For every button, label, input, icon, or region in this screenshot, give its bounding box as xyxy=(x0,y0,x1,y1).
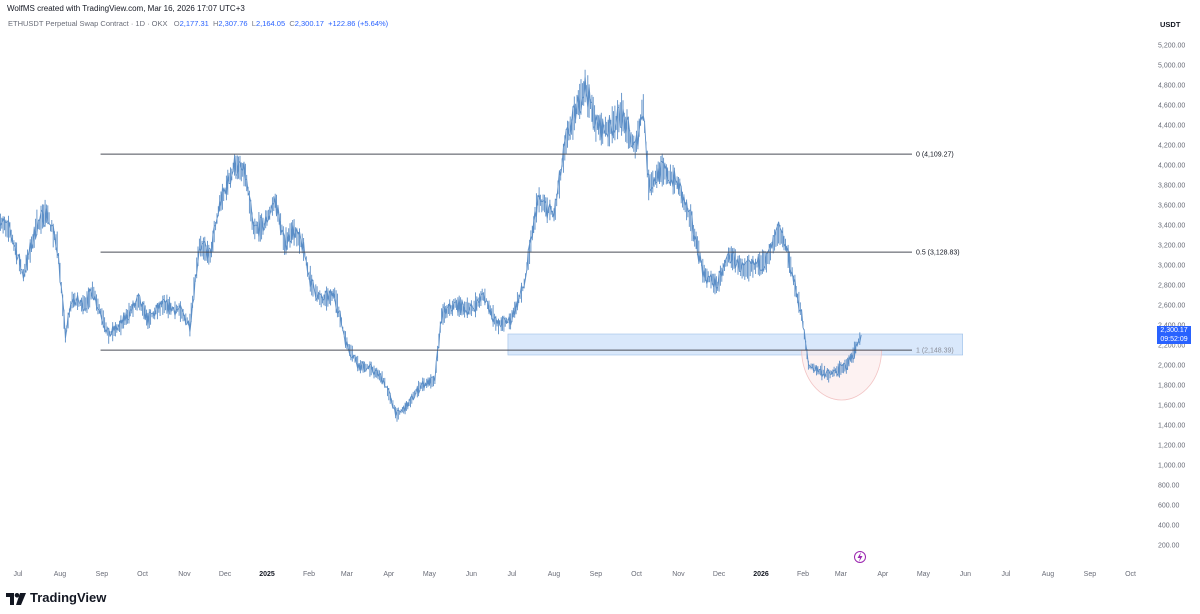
change-value: +122.86 (+5.64%) xyxy=(328,19,389,28)
price-tick-label: 4,800.00 xyxy=(1158,83,1185,90)
time-axis: Jul Aug Sep Oct Nov Dec 2025 Feb Mar Apr May Jun Jul… xyxy=(14,571,1136,578)
time-tick-label: Dec xyxy=(713,571,726,578)
fib-level-label: 1 (2,148.39) xyxy=(916,348,954,355)
price-tick-label: 1,400.00 xyxy=(1158,423,1185,430)
price-tick-label: 600.00 xyxy=(1158,503,1180,510)
price-tick-label: 1,600.00 xyxy=(1158,403,1185,410)
low-label: L xyxy=(251,19,256,28)
bar-countdown: 09:52:09 xyxy=(1160,335,1188,343)
open-label: O xyxy=(173,19,180,28)
price-tick-label: 2,600.00 xyxy=(1158,303,1185,310)
series-layer xyxy=(0,69,862,422)
price-tick-label: 4,200.00 xyxy=(1158,143,1185,150)
time-tick-label: Sep xyxy=(96,571,109,578)
tradingview-logo-icon xyxy=(6,592,26,605)
time-tick-label: Nov xyxy=(178,571,191,578)
fib-layer: 0 (4,109.27) 0.5 (3,128.83) 1 (2,148.39) xyxy=(100,152,960,355)
price-tick-label: 200.00 xyxy=(1158,543,1180,550)
price-tick-label: 1,800.00 xyxy=(1158,383,1185,390)
time-tick-label: Sep xyxy=(1084,571,1097,578)
price-tick-label: 3,600.00 xyxy=(1158,203,1185,210)
price-tick-label: 2,800.00 xyxy=(1158,283,1185,290)
price-series-line[interactable] xyxy=(0,69,862,422)
time-tick-label: Apr xyxy=(383,571,395,578)
time-tick-label: Jul xyxy=(508,571,517,578)
low-value: 2,164.05 xyxy=(255,19,286,28)
time-tick-label: Oct xyxy=(137,571,148,578)
time-tick-label: Mar xyxy=(835,571,848,578)
time-tick-label: Jun xyxy=(466,571,477,578)
price-tick-label: 3,800.00 xyxy=(1158,183,1185,190)
open-value: 2,177.31 xyxy=(179,19,209,28)
tradingview-brand-text: TradingView xyxy=(30,590,107,605)
tradingview-branding[interactable]: TradingView xyxy=(6,590,106,605)
time-tick-label: Dec xyxy=(219,571,232,578)
price-tick-label: 4,000.00 xyxy=(1158,163,1185,170)
demand-zone-rect[interactable] xyxy=(507,333,963,356)
close-label: C xyxy=(289,19,295,28)
symbol-title[interactable]: ETHUSDT Perpetual Swap Contract · 1D · O… xyxy=(8,19,168,28)
time-tick-label: May xyxy=(917,571,931,578)
time-tick-label: Nov xyxy=(672,571,685,578)
time-tick-label: 2026 xyxy=(753,571,769,578)
time-tick-label: Aug xyxy=(1042,571,1055,578)
fib-level-label: 0.5 (3,128.83) xyxy=(916,250,960,257)
time-tick-label: Mar xyxy=(341,571,354,578)
time-tick-label: Feb xyxy=(797,571,809,578)
price-tick-label: 5,200.00 xyxy=(1158,43,1185,50)
time-tick-label: 2025 xyxy=(259,571,275,578)
last-price-value: 2,300.17 xyxy=(1160,326,1188,334)
price-tick-label: 1,000.00 xyxy=(1158,463,1185,470)
time-tick-label: Apr xyxy=(877,571,889,578)
time-tick-label: Jul xyxy=(14,571,23,578)
price-axis: 5,200.00 5,000.00 4,800.00 4,600.00 4,400.00… xyxy=(1158,43,1185,550)
time-tick-label: Sep xyxy=(590,571,603,578)
rounding-bottom-arc[interactable] xyxy=(801,349,882,401)
price-tick-label: 3,200.00 xyxy=(1158,243,1185,250)
time-tick-label: May xyxy=(423,571,437,578)
currency-label[interactable]: USDT xyxy=(1160,20,1181,29)
time-tick-label: Aug xyxy=(548,571,561,578)
time-tick-label: Jul xyxy=(1002,571,1011,578)
high-value: 2,307.76 xyxy=(218,19,248,28)
price-tick-label: 2,000.00 xyxy=(1158,363,1185,370)
last-price-tag: 2,300.17 09:52:09 xyxy=(1157,325,1191,344)
price-tick-label: 400.00 xyxy=(1158,523,1180,530)
chart-author-line: WolfMS created with TradingView.com, Mar… xyxy=(7,4,245,13)
price-tick-label: 3,400.00 xyxy=(1158,223,1185,230)
price-tick-label: 2,200.00 xyxy=(1158,343,1185,350)
symbol-legend[interactable]: ETHUSDT Perpetual Swap Contract · 1D · O… xyxy=(8,19,388,28)
fib-level-label: 0 (4,109.27) xyxy=(916,152,954,159)
time-tick-label: Aug xyxy=(54,571,67,578)
high-label: H xyxy=(212,19,219,28)
price-tick-label: 4,400.00 xyxy=(1158,123,1185,130)
time-tick-label: Jun xyxy=(960,571,971,578)
time-tick-label: Oct xyxy=(1125,571,1136,578)
drawing-layer xyxy=(507,333,963,401)
time-tick-label: Feb xyxy=(303,571,315,578)
price-tick-label: 800.00 xyxy=(1158,483,1180,490)
price-tick-label: 4,600.00 xyxy=(1158,103,1185,110)
lightning-icon[interactable] xyxy=(854,551,866,563)
price-tick-label: 1,200.00 xyxy=(1158,443,1185,450)
time-tick-label: Oct xyxy=(631,571,642,578)
close-value: 2,300.17 xyxy=(294,19,324,28)
price-tick-label: 5,000.00 xyxy=(1158,63,1185,70)
price-tick-label: 3,000.00 xyxy=(1158,263,1185,270)
